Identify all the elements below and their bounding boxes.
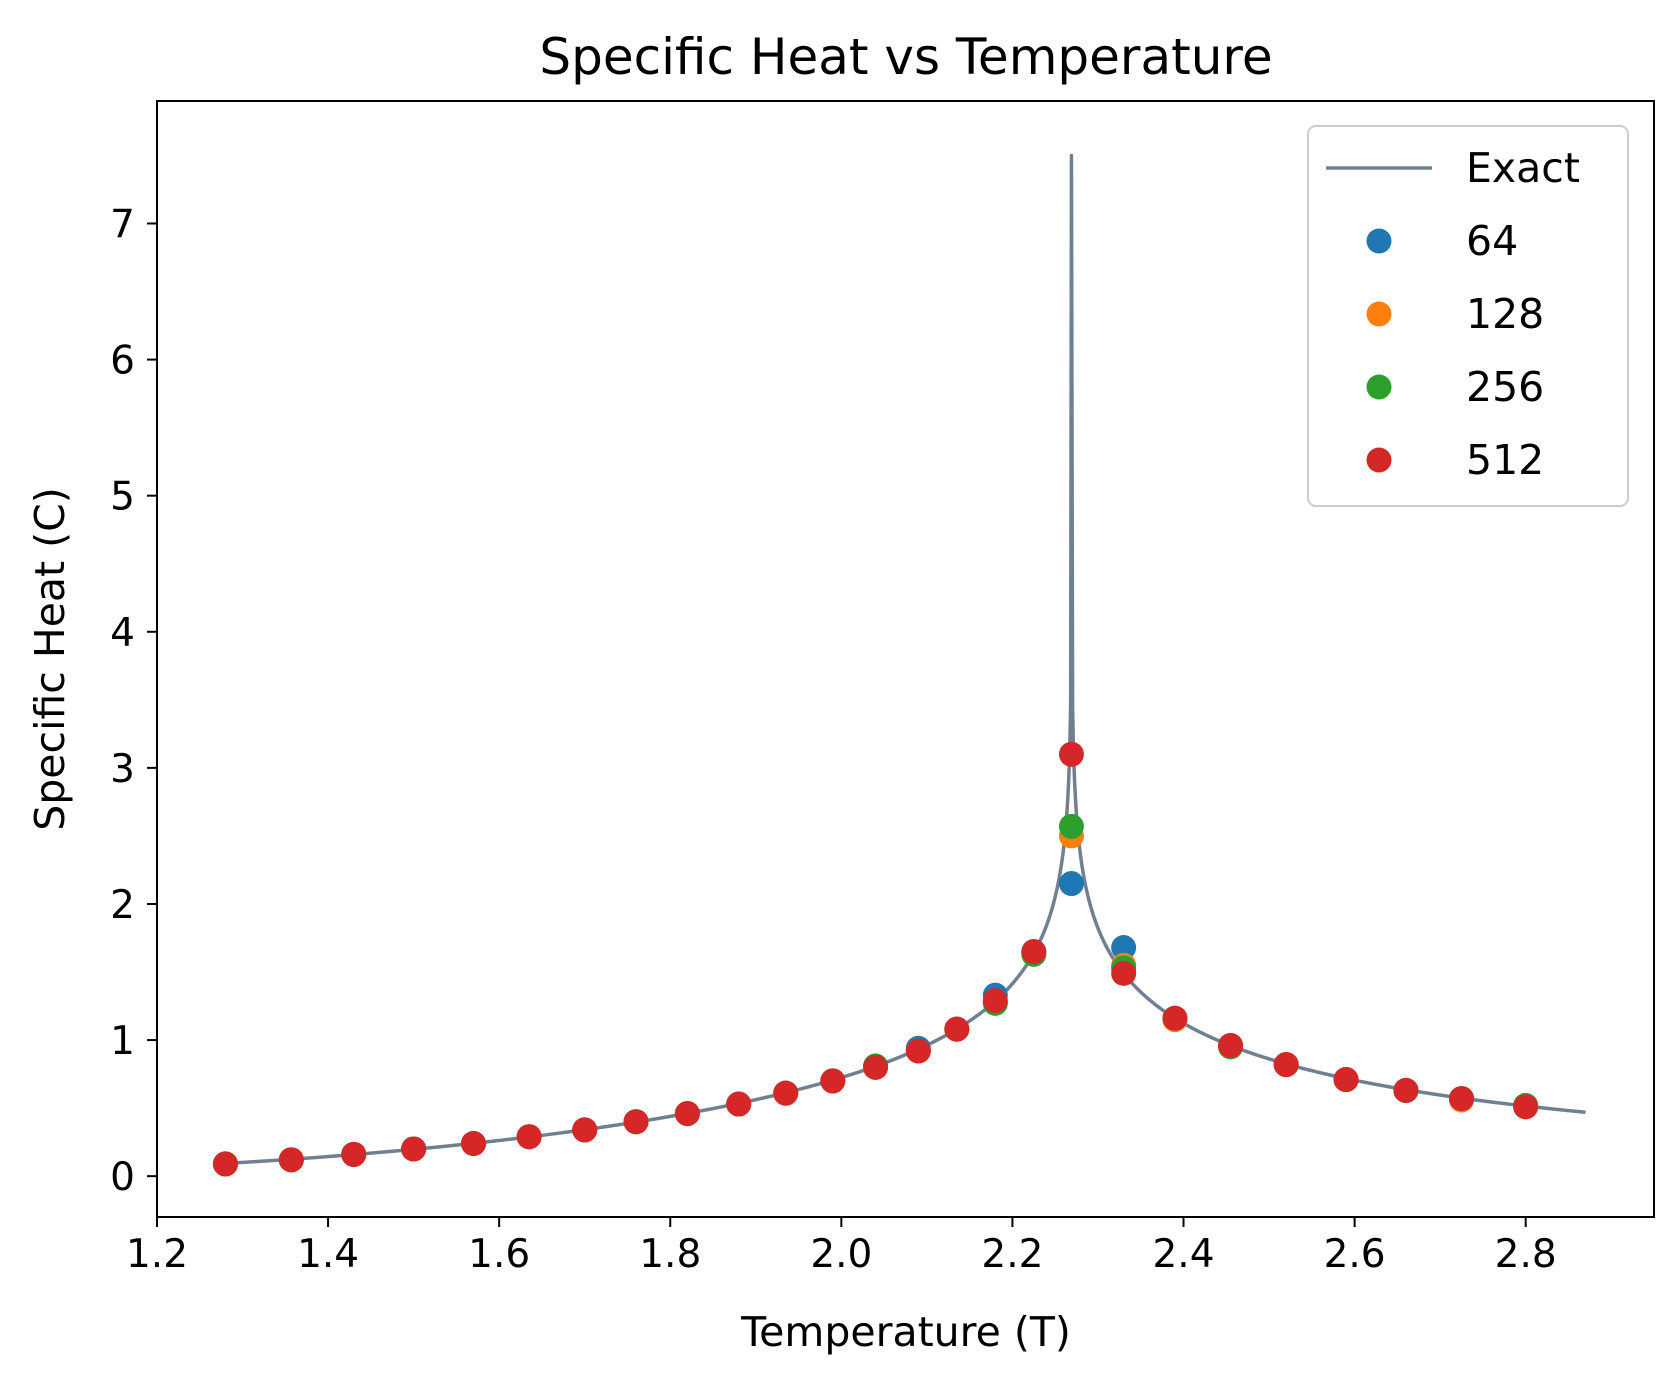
y-tick-label: 3	[110, 747, 135, 792]
data-point-512	[1273, 1052, 1299, 1078]
legend-label-64: 64	[1466, 217, 1518, 265]
data-point-512	[401, 1136, 427, 1162]
data-point-512	[820, 1068, 846, 1094]
data-point-512	[1021, 939, 1047, 965]
x-tick-label: 2.0	[810, 1232, 872, 1277]
data-point-512	[944, 1016, 970, 1042]
data-point-512	[341, 1141, 367, 1167]
exact-curve-line	[224, 153, 1587, 1166]
data-point-512	[1449, 1086, 1475, 1112]
x-tick-label: 2.4	[1152, 1232, 1214, 1277]
data-point-256	[1058, 813, 1084, 839]
series-512-points	[212, 741, 1539, 1177]
y-tick-label: 2	[110, 883, 135, 928]
x-tick-label: 1.8	[639, 1232, 701, 1277]
data-point-512	[1393, 1077, 1419, 1103]
legend-label-exact: Exact	[1466, 144, 1580, 192]
data-point-512	[1058, 741, 1084, 767]
data-point-512	[1513, 1094, 1539, 1120]
scatter-points-layer	[212, 741, 1539, 1177]
data-point-512	[1333, 1067, 1359, 1093]
y-tick-label: 7	[110, 202, 135, 247]
plot-area	[212, 153, 1587, 1177]
x-axis-label: Temperature (T)	[740, 1308, 1071, 1356]
x-tick-label: 2.2	[981, 1232, 1043, 1277]
x-tick-label: 1.6	[468, 1232, 530, 1277]
legend-swatch-64	[1366, 228, 1392, 254]
data-point-512	[726, 1091, 752, 1117]
data-point-512	[461, 1131, 487, 1157]
data-point-512	[278, 1147, 304, 1173]
legend-box	[1307, 125, 1629, 507]
y-tick-label: 1	[110, 1019, 135, 1064]
plot-frame	[156, 100, 1655, 1218]
chart-title: Specific Heat vs Temperature	[539, 28, 1272, 86]
data-point-512	[516, 1124, 542, 1150]
x-tick-label: 1.2	[126, 1232, 188, 1277]
data-point-512	[905, 1038, 931, 1064]
legend-swatch-512	[1366, 447, 1392, 473]
y-tick-label: 6	[110, 339, 135, 384]
data-point-512	[863, 1054, 889, 1080]
data-point-64	[1111, 935, 1137, 961]
y-tick-label: 4	[110, 611, 135, 656]
data-point-512	[1162, 1005, 1188, 1031]
legend-swatch-256	[1366, 374, 1392, 400]
y-axis-label: Specific Heat (C)	[26, 487, 74, 831]
x-tick-label: 2.6	[1324, 1232, 1386, 1277]
y-tick-label: 5	[110, 475, 135, 520]
data-point-512	[623, 1109, 649, 1135]
data-point-512	[572, 1117, 598, 1143]
legend-label-128: 128	[1466, 290, 1544, 338]
legend-label-256: 256	[1466, 363, 1544, 411]
legend: Exact 64 128 256 512	[1307, 125, 1629, 507]
y-axis: 0 1 2 3 4 5 6 7	[110, 202, 157, 1200]
data-point-64	[1058, 871, 1084, 897]
legend-label-512: 512	[1466, 436, 1544, 484]
data-point-512	[1218, 1033, 1244, 1059]
data-point-512	[773, 1080, 799, 1106]
x-tick-label: 1.4	[297, 1232, 359, 1277]
data-point-512	[674, 1101, 700, 1127]
exact-curve-layer	[224, 153, 1587, 1166]
x-axis: 1.2 1.4 1.6 1.8 2.0 2.2 2.4 2.6 2.8	[126, 1217, 1557, 1277]
y-tick-label: 0	[110, 1155, 135, 1200]
data-point-512	[212, 1151, 238, 1177]
data-point-512	[982, 988, 1008, 1014]
legend-swatch-128	[1366, 301, 1392, 327]
x-tick-label: 2.8	[1495, 1232, 1557, 1277]
data-point-512	[1111, 960, 1137, 986]
